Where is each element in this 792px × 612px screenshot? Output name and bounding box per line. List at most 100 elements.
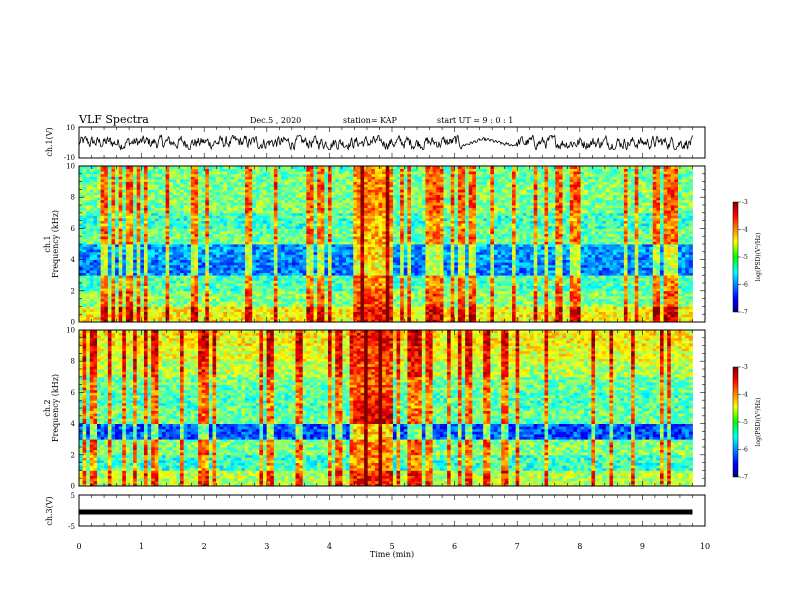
spectrogram-cell — [136, 199, 141, 203]
spectrogram-cell — [147, 189, 152, 193]
spectrogram-cell — [295, 238, 300, 242]
spectrogram-cell — [335, 288, 340, 292]
spectrogram-cell — [115, 207, 120, 211]
spectrogram-cell — [194, 277, 199, 281]
spectrogram-cell — [100, 205, 105, 208]
spectrogram-cell — [133, 280, 138, 284]
spectrogram-cell — [306, 244, 311, 247]
spectrogram-cell — [335, 293, 340, 297]
spectrogram-cell — [100, 301, 105, 305]
spectrogram-cell — [335, 277, 340, 281]
spectrogram-cell — [234, 270, 239, 273]
spectrogram-cell — [313, 223, 318, 227]
spectrogram-cell — [97, 270, 102, 273]
spectrogram-cell — [118, 288, 123, 292]
spectrogram-cell — [107, 259, 112, 263]
spectrogram-cell — [299, 194, 304, 198]
spectrogram-cell — [371, 218, 376, 221]
spectrogram-cell — [273, 285, 278, 289]
spectrogram-cell — [82, 186, 87, 190]
spectrogram-cell — [122, 202, 127, 206]
spectrogram-cell — [187, 220, 192, 224]
spectrogram-cell — [208, 267, 213, 271]
spectrogram-cell — [198, 233, 203, 237]
spectrogram-cell — [331, 303, 336, 307]
spectrogram-cell — [205, 303, 210, 307]
spectrogram-cell — [194, 272, 199, 276]
spectrogram-cell — [212, 176, 217, 180]
spectrogram-cell — [349, 314, 354, 318]
spectrogram-cell — [320, 241, 325, 245]
spectrogram-cell — [241, 244, 246, 247]
spectrogram-cell — [118, 316, 123, 320]
spectrogram-cell — [89, 241, 94, 245]
spectrogram-cell — [79, 262, 84, 266]
spectrogram-cell — [187, 186, 192, 190]
spectrogram-cell — [309, 244, 314, 247]
spectrogram-cell — [284, 314, 289, 318]
spectrogram-cell — [281, 316, 286, 320]
spectrogram-cell — [284, 238, 289, 242]
spectrogram-cell — [371, 246, 376, 250]
spectrogram-cell — [302, 270, 307, 273]
spectrogram-cell — [338, 199, 343, 203]
spectrogram-cell — [324, 303, 329, 307]
spectrogram-cell — [291, 309, 296, 312]
spectrogram-cell — [342, 301, 347, 305]
spectrogram-cell — [266, 290, 271, 294]
spectrogram-cell — [201, 228, 206, 232]
spectrogram-cell — [136, 207, 141, 211]
spectrogram-cell — [252, 246, 257, 250]
spectrogram-cell — [122, 205, 127, 208]
spectrogram-cell — [356, 166, 361, 169]
spectrogram-cell — [266, 199, 271, 203]
spectrogram-cell — [331, 192, 336, 195]
spectrogram-cell — [245, 192, 250, 195]
spectrogram-cell — [190, 241, 195, 245]
spectrogram-cell — [245, 285, 250, 289]
spectrogram-cell — [324, 199, 329, 203]
spectrogram-cell — [194, 189, 199, 193]
spectrogram-cell — [360, 186, 365, 190]
spectrogram-cell — [201, 225, 206, 229]
spectrogram-cell — [140, 311, 145, 315]
spectrogram-cell — [122, 272, 127, 276]
spectrogram-cell — [118, 215, 123, 219]
spectrogram-cell — [140, 212, 145, 216]
spectrogram-cell — [93, 293, 98, 297]
spectrogram-cell — [183, 192, 188, 195]
spectrogram-cell — [230, 301, 235, 305]
spectrogram-cell — [281, 176, 286, 180]
spectrogram-cell — [266, 194, 271, 198]
spectrogram-cell — [328, 189, 333, 193]
spectrogram-cell — [226, 228, 231, 232]
spectrogram-cell — [82, 296, 87, 299]
spectrogram-cell — [216, 171, 221, 175]
spectrogram-cell — [208, 236, 213, 240]
spectrogram-cell — [309, 194, 314, 198]
spectrogram-cell — [281, 181, 286, 185]
spectrogram-cell — [356, 257, 361, 260]
spectrogram-cell — [208, 259, 213, 263]
spectrogram-cell — [230, 236, 235, 240]
spectrogram-cell — [328, 306, 333, 310]
spectrogram-cell — [346, 166, 351, 169]
spectrogram-cell — [356, 293, 361, 297]
spectrogram-cell — [216, 207, 221, 211]
spectrogram-cell — [255, 197, 260, 201]
spectrogram-cell — [216, 220, 221, 224]
spectrogram-cell — [154, 171, 159, 175]
spectrogram-cell — [371, 223, 376, 227]
spectrogram-cell — [302, 228, 307, 232]
spectrogram-cell — [111, 171, 116, 175]
spectrogram-cell — [219, 202, 224, 206]
spectrogram-cell — [338, 262, 343, 266]
spectrogram-cell — [151, 293, 156, 297]
spectrogram-cell — [86, 251, 91, 255]
spectrogram-cell — [295, 223, 300, 227]
spectrogram-cell — [82, 194, 87, 198]
spectrogram-cell — [147, 275, 152, 279]
spectrogram-cell — [263, 293, 268, 297]
spectrogram-cell — [284, 319, 289, 323]
spectrogram-cell — [97, 238, 102, 242]
